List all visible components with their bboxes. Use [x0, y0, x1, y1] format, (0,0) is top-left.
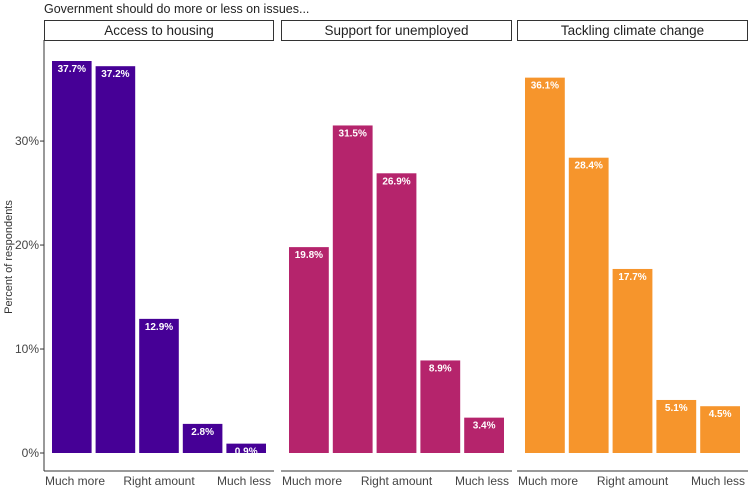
- chart-title: Government should do more or less on iss…: [44, 2, 309, 16]
- bar-access-to-housing-much-less: [226, 443, 266, 453]
- y-axis-label: Percent of respondents: [3, 200, 15, 314]
- x-tick-label: Much less: [455, 474, 509, 488]
- facet-strip: [517, 20, 748, 41]
- bar-support-for-unemployed-less: [420, 360, 461, 453]
- bar-access-to-housing-more: [95, 66, 136, 453]
- bar-tackling-climate-change-much-more: [525, 77, 565, 454]
- bar-support-for-unemployed-right-amount: [376, 173, 417, 453]
- bar-access-to-housing-less: [182, 423, 223, 453]
- panel-tackling-climate-change: Tackling climate change 36.1% Much more 28.…: [517, 20, 748, 488]
- facet-strip-label: Access to housing: [104, 23, 214, 38]
- bar-tackling-climate-change-more: [568, 157, 609, 454]
- bar-support-for-unemployed-more: [332, 125, 373, 453]
- x-tick-label: Much less: [691, 474, 745, 488]
- data-label: 0.9%: [235, 447, 258, 458]
- data-label: 31.5%: [339, 128, 367, 139]
- data-label: 3.4%: [473, 421, 496, 432]
- data-label: 8.9%: [429, 363, 452, 374]
- data-label: 28.4%: [575, 161, 603, 172]
- data-label: 36.1%: [531, 81, 559, 92]
- bar-tackling-climate-change-much-less: [700, 406, 740, 453]
- y-tick-label: 30%: [15, 134, 39, 148]
- facet-strip: [281, 20, 512, 41]
- data-label: 12.9%: [145, 322, 173, 333]
- facet-panels: Access to housing 37.7% Much more 37.2% 12.9…: [44, 20, 748, 488]
- facet-strip-label: Tackling climate change: [561, 23, 704, 38]
- data-label: 19.8%: [295, 250, 323, 261]
- data-label: 37.2%: [101, 69, 129, 80]
- data-label: 26.9%: [382, 176, 410, 187]
- y-axis: 0% 10% 20% 30%: [15, 40, 45, 471]
- bar-support-for-unemployed-much-less: [464, 417, 504, 453]
- panel-access-to-housing: Access to housing 37.7% Much more 37.2% 12.9…: [44, 20, 274, 488]
- facet-strip-label: Support for unemployed: [324, 23, 468, 38]
- bar-support-for-unemployed-much-more: [289, 247, 329, 453]
- data-label: 2.8%: [191, 427, 214, 438]
- panel-support-for-unemployed: Support for unemployed 19.8% Much more 31.5…: [281, 20, 512, 488]
- data-label: 37.7%: [58, 64, 86, 75]
- y-tick-label: 10%: [15, 342, 39, 356]
- bar-tackling-climate-change-right-amount: [612, 268, 653, 453]
- x-tick-label: Much more: [518, 474, 578, 488]
- x-tick-label: Much more: [282, 474, 342, 488]
- y-tick-label: 0%: [22, 446, 40, 460]
- x-tick-label: Much more: [45, 474, 105, 488]
- facet-strip: [44, 20, 274, 41]
- x-tick-label: Right amount: [361, 474, 433, 488]
- bar-access-to-housing-right-amount: [139, 318, 179, 453]
- x-tick-label: Right amount: [597, 474, 669, 488]
- x-tick-label: Much less: [217, 474, 271, 488]
- bar-tackling-climate-change-less: [656, 399, 697, 453]
- bar-access-to-housing-much-more: [52, 61, 92, 453]
- data-label: 5.1%: [665, 403, 688, 414]
- data-label: 17.7%: [618, 272, 646, 283]
- y-tick-label: 20%: [15, 238, 39, 252]
- x-tick-label: Right amount: [123, 474, 195, 488]
- data-label: 4.5%: [709, 409, 732, 420]
